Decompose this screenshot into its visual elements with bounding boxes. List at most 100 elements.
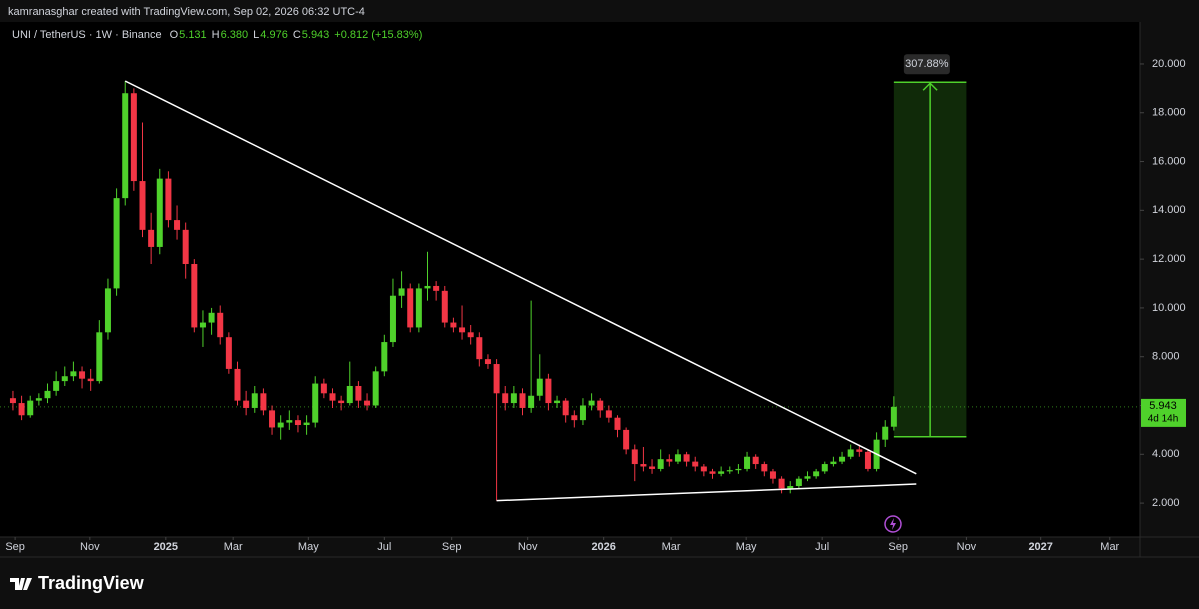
x-tick-label: Jul <box>815 541 829 553</box>
candle-body <box>528 395 535 408</box>
candle-body <box>614 417 621 430</box>
ohlc-value: 4.976 <box>260 29 288 41</box>
candle-body <box>312 383 319 423</box>
ohlc-value: 6.380 <box>221 29 249 41</box>
candle-body <box>217 312 224 338</box>
candle-body <box>199 322 206 328</box>
candle-body <box>407 288 414 328</box>
candle-body <box>579 405 586 421</box>
trendline <box>124 80 917 475</box>
candle-body <box>476 337 483 360</box>
x-tick-label: 2025 <box>154 541 178 553</box>
candle-body <box>562 400 569 416</box>
candle-body <box>156 178 163 247</box>
alert-bolt <box>890 518 896 530</box>
candle-body <box>519 393 526 408</box>
change: +0.812 (+15.83%) <box>334 29 422 41</box>
candle-body <box>571 415 578 421</box>
candle-body <box>847 449 854 457</box>
candle-body <box>813 471 820 477</box>
y-tick-label: 16.000 <box>1152 155 1186 167</box>
brand: TradingView <box>38 573 145 593</box>
candle-body <box>459 327 466 333</box>
x-tick-label: May <box>298 541 319 553</box>
logo-mark <box>10 578 32 590</box>
candle-body <box>398 288 405 296</box>
ohlc-label: C <box>293 29 301 41</box>
candle-body <box>830 461 837 465</box>
candle-body <box>761 464 768 472</box>
candle-body <box>61 376 68 382</box>
y-tick-label: 4.000 <box>1152 448 1180 460</box>
candle-body <box>338 400 345 404</box>
position-label-bg <box>903 54 950 75</box>
x-tick-label: Nov <box>80 541 100 553</box>
candle-body <box>657 459 664 469</box>
x-tick-label: 2026 <box>591 541 615 553</box>
candle-body <box>864 451 871 469</box>
candle-body <box>165 178 172 221</box>
arrow-head <box>922 82 938 91</box>
candle-body <box>260 393 267 411</box>
candle-body <box>139 181 146 230</box>
x-tick-label: Mar <box>662 541 681 553</box>
ohlc-value: 5.131 <box>179 29 207 41</box>
y-tick-label: 8.000 <box>1152 351 1180 363</box>
candle-body <box>225 337 232 369</box>
plot: 2.0004.0006.0008.00010.00012.00014.00016… <box>0 54 1186 553</box>
candle-body <box>623 429 630 450</box>
candle-body <box>744 456 751 469</box>
candle-body <box>70 371 77 377</box>
candle-body <box>441 290 448 323</box>
x-tick-label: Nov <box>518 541 538 553</box>
x-tick-label: Nov <box>957 541 977 553</box>
candle-body <box>545 378 552 404</box>
candle-body <box>536 378 543 396</box>
candle-body <box>243 400 250 408</box>
candle-body <box>35 398 42 401</box>
candle-body <box>752 456 759 465</box>
candle-body <box>182 229 189 265</box>
symbol: UNI / TetherUS · 1W · Binance <box>12 29 162 41</box>
candle-body <box>666 459 673 462</box>
candle-body <box>605 410 612 418</box>
candle-body <box>9 398 16 404</box>
candle-body <box>148 229 155 247</box>
alert-icon[interactable] <box>884 515 902 533</box>
y-tick-label: 14.000 <box>1152 204 1186 216</box>
candle-body <box>96 332 103 382</box>
candle-body <box>424 285 431 289</box>
candle-body <box>692 461 699 467</box>
candle-body <box>700 466 707 472</box>
ohlc-value: 5.943 <box>302 29 330 41</box>
last-price-tag <box>1141 398 1186 427</box>
last-price: 5.943 <box>1149 400 1177 412</box>
candle-body <box>795 478 802 487</box>
candle-body <box>787 486 794 489</box>
candle-body <box>122 93 129 199</box>
candle-body <box>769 471 776 479</box>
candle-body <box>882 426 889 440</box>
candle-body <box>597 400 604 411</box>
x-tick-label: Mar <box>224 541 243 553</box>
candle-body <box>493 364 500 394</box>
x-tick-label: Sep <box>442 541 462 553</box>
candle-body <box>104 288 111 333</box>
candle-body <box>18 403 25 416</box>
candle-body <box>389 295 396 343</box>
y-tick-label: 10.000 <box>1152 302 1186 314</box>
candle-body <box>286 420 293 423</box>
plot-area <box>0 22 1140 537</box>
candle-body <box>329 393 336 401</box>
candle-body <box>649 466 656 469</box>
candle-body <box>372 371 379 406</box>
candle-body <box>27 400 34 416</box>
candle-body <box>588 400 595 406</box>
x-tick-label: May <box>736 541 757 553</box>
candle-body <box>839 456 846 462</box>
y-tick-label: 12.000 <box>1152 253 1186 265</box>
candle-body <box>554 400 561 404</box>
candle-body <box>87 378 94 382</box>
candle-body <box>709 471 716 474</box>
